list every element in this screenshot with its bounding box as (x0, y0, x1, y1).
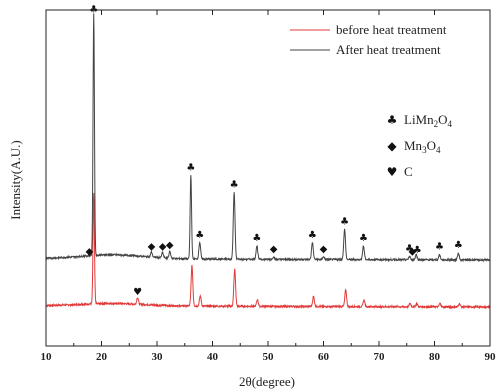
y-axis-title: Intensity(A.U.) (8, 140, 23, 219)
phase-label: C (404, 164, 413, 179)
phase-legend: ♣ LiMn2O4◆ Mn3O4♥ C (387, 112, 453, 179)
phase-label-part: O (427, 138, 436, 153)
x-tick-label: 60 (318, 351, 330, 363)
diamond-icon: ◆ (148, 242, 156, 253)
x-axis-title: 2θ(degree) (239, 374, 295, 389)
series-line-before (45, 192, 491, 310)
club-icon: ♣ (230, 179, 239, 190)
phase-label: LiMn2O4 (404, 112, 453, 129)
diamond-icon: ◆ (320, 244, 328, 255)
diamond-icon: ◆ (85, 247, 93, 258)
diamond-icon: ◆ (159, 242, 167, 253)
club-icon: ♣ (252, 233, 261, 244)
club-icon: ♣ (340, 216, 349, 227)
x-tick-label: 80 (429, 351, 441, 363)
club-icon: ♣ (435, 242, 444, 253)
phase-label-part: 2 (434, 119, 439, 129)
phase-label-part: 4 (448, 119, 453, 129)
phase-label-part: LiMn (404, 112, 434, 127)
club-icon: ♣ (359, 233, 368, 244)
x-tick-label: 50 (263, 351, 275, 363)
club-icon: ♣ (308, 230, 317, 241)
club-icon: ♣ (195, 230, 204, 241)
x-tick-label: 90 (485, 351, 497, 363)
phase-label: Mn3O4 (404, 138, 441, 155)
phase-label-part: Mn (404, 138, 423, 153)
legend-label: before heat treatment (336, 22, 447, 37)
diamond-icon: ◆ (408, 247, 416, 258)
x-tick-label: 70 (374, 351, 386, 363)
x-tick-label: 10 (41, 351, 53, 363)
x-tick-label: 30 (152, 351, 164, 363)
club-icon: ♣ (387, 113, 398, 127)
axes-layer: 10 20 30 40 50 60 70 80 90 (41, 9, 497, 363)
x-tick-label: 40 (207, 351, 219, 363)
diamond-icon: ◆ (387, 139, 397, 153)
heart-icon: ♥ (387, 165, 398, 179)
x-tick-label: 20 (96, 351, 108, 363)
series-line-after (45, 13, 491, 263)
club-icon: ♣ (454, 240, 463, 251)
club-icon: ♣ (405, 243, 414, 254)
phase-label-part: 4 (436, 145, 441, 155)
series-layer (45, 13, 491, 310)
heart-icon: ♥ (133, 287, 142, 298)
legend: before heat treatment After heat treatmen… (290, 22, 447, 57)
club-icon: ♣ (413, 245, 422, 256)
diamond-icon: ◆ (270, 244, 278, 255)
legend-label: After heat treatment (336, 42, 441, 57)
phase-label-part: 3 (422, 145, 427, 155)
phase-label-part: C (404, 164, 413, 179)
diamond-icon: ◆ (166, 240, 174, 251)
club-icon: ♣ (186, 163, 195, 174)
plot-frame (45, 9, 491, 347)
phase-label-part: O (438, 112, 447, 127)
